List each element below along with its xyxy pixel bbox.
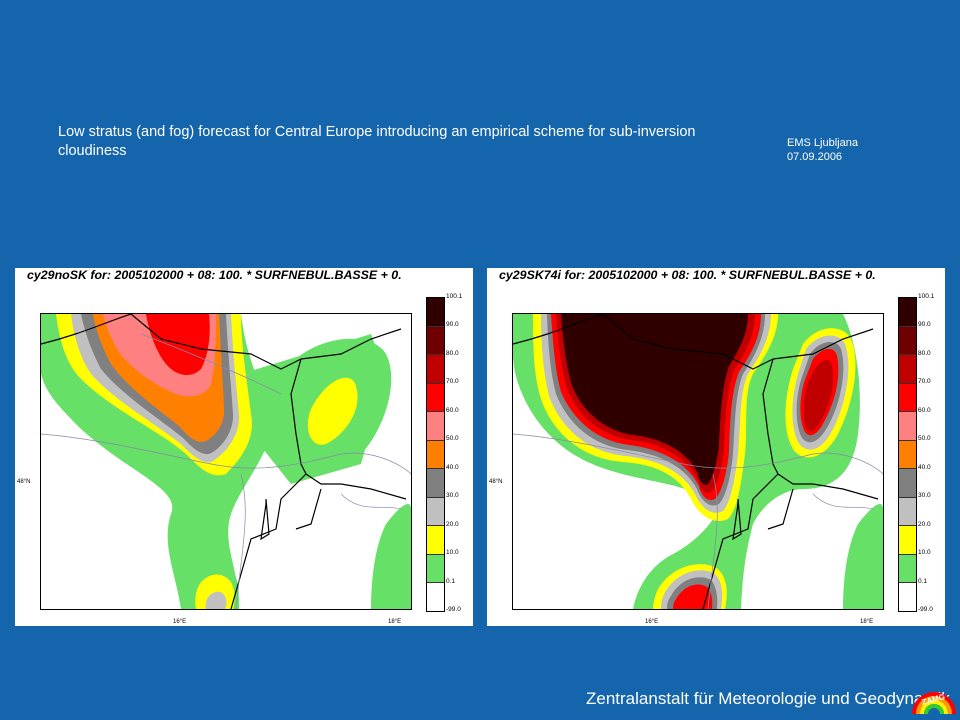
colorbar-label: 20.0 xyxy=(918,521,931,528)
colorbar-cell xyxy=(427,440,444,470)
colorbar-label: 90.0 xyxy=(918,321,931,328)
right-lat-label: 48°N xyxy=(489,479,503,485)
left-rivers xyxy=(41,333,411,609)
colorbar-label: 80.0 xyxy=(918,350,931,357)
left-lat-label: 48°N xyxy=(17,479,31,485)
left-lon-label-16: 16°E xyxy=(173,619,187,625)
colorbar-cell xyxy=(427,526,444,555)
right-lon-label-18: 18°E xyxy=(860,619,874,625)
colorbar-label: 80.0 xyxy=(446,350,459,357)
colorbar-label: 40.0 xyxy=(446,464,459,471)
colorbar-cell xyxy=(899,583,916,612)
right-contour-black xyxy=(561,314,748,485)
colorbar-label: 100.1 xyxy=(446,293,463,300)
colorbar-label: 0.1 xyxy=(918,578,928,585)
right-rivers xyxy=(513,433,883,609)
colorbar-cell xyxy=(427,355,444,384)
colorbar-cell xyxy=(899,469,916,498)
colorbar-cell xyxy=(899,440,916,470)
colorbar-label: 20.0 xyxy=(446,521,459,528)
zamg-logo: ZAMG xyxy=(912,692,956,715)
colorbar-label: 60.0 xyxy=(446,407,459,414)
right-forecast-map xyxy=(512,313,884,610)
colorbar-cell xyxy=(899,497,916,527)
colorbar-cell xyxy=(427,469,444,498)
right-lon-label-16: 16°E xyxy=(645,619,659,625)
colorbar-label: 90.0 xyxy=(446,321,459,328)
slide-title: Low stratus (and fog) forecast for Centr… xyxy=(58,124,696,159)
colorbar-cell xyxy=(427,583,444,612)
colorbar-cell xyxy=(427,412,444,441)
colorbar-label: 50.0 xyxy=(446,435,459,442)
conference-info: EMS Ljubljana 07.09.2006 xyxy=(787,136,858,164)
right-panel-title: cy29SK74i for: 2005102000 + 08: 100. * S… xyxy=(499,268,876,282)
colorbar-cell xyxy=(427,383,444,413)
colorbar-label: 0.1 xyxy=(446,578,456,585)
colorbar-label: 50.0 xyxy=(918,435,931,442)
colorbar-label: 40.0 xyxy=(918,464,931,471)
left-colorbar xyxy=(426,297,445,612)
colorbar-cell xyxy=(899,298,916,327)
conference-name: EMS Ljubljana xyxy=(787,137,858,149)
colorbar-label: -99.0 xyxy=(918,606,933,613)
colorbar-cell xyxy=(899,355,916,384)
colorbar-cell xyxy=(899,412,916,441)
colorbar-label: 60.0 xyxy=(918,407,931,414)
left-forecast-panel: cy29noSK for: 2005102000 + 08: 100. * SU… xyxy=(15,268,473,626)
colorbar-cell xyxy=(427,497,444,527)
colorbar-cell xyxy=(427,298,444,327)
colorbar-cell xyxy=(427,326,444,356)
left-lon-label-18: 18°E xyxy=(388,619,402,625)
colorbar-cell xyxy=(899,326,916,356)
footer-institution: Zentralanstalt für Meteorologie und Geod… xyxy=(586,689,950,708)
right-colorbar xyxy=(898,297,917,612)
left-panel-title: cy29noSK for: 2005102000 + 08: 100. * SU… xyxy=(27,268,402,282)
right-forecast-panel: cy29SK74i for: 2005102000 + 08: 100. * S… xyxy=(487,268,945,626)
colorbar-label: 30.0 xyxy=(918,492,931,499)
colorbar-label: 100.1 xyxy=(918,293,935,300)
colorbar-cell xyxy=(427,554,444,584)
colorbar-label: -99.0 xyxy=(446,606,461,613)
colorbar-label: 10.0 xyxy=(918,549,931,556)
colorbar-cell xyxy=(899,383,916,413)
conference-date: 07.09.2006 xyxy=(787,151,843,163)
left-forecast-map xyxy=(40,313,412,610)
colorbar-cell xyxy=(899,526,916,555)
colorbar-label: 70.0 xyxy=(918,378,931,385)
colorbar-label: 70.0 xyxy=(446,378,459,385)
colorbar-label: 10.0 xyxy=(446,549,459,556)
left-borders xyxy=(41,314,407,609)
colorbar-label: 30.0 xyxy=(446,492,459,499)
left-contour-red xyxy=(146,314,210,376)
colorbar-cell xyxy=(899,554,916,584)
